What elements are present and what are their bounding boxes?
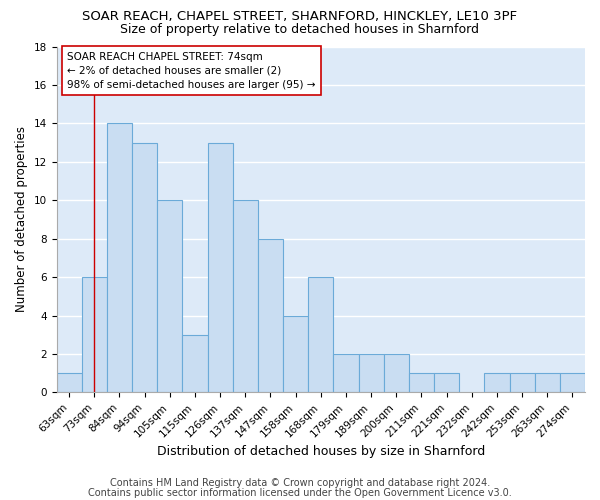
Bar [334, 354, 359, 393]
Bar [484, 373, 509, 392]
Bar [359, 354, 383, 393]
Bar [509, 373, 535, 392]
Bar [56, 373, 82, 392]
Text: SOAR REACH, CHAPEL STREET, SHARNFORD, HINCKLEY, LE10 3PF: SOAR REACH, CHAPEL STREET, SHARNFORD, HI… [82, 10, 518, 23]
Bar [283, 316, 308, 392]
Bar [434, 373, 459, 392]
Bar [82, 277, 107, 392]
Bar [208, 142, 233, 392]
Bar [308, 277, 334, 392]
Bar [107, 124, 132, 392]
Bar [157, 200, 182, 392]
Bar [409, 373, 434, 392]
Text: Contains public sector information licensed under the Open Government Licence v3: Contains public sector information licen… [88, 488, 512, 498]
Bar [182, 334, 208, 392]
Text: Contains HM Land Registry data © Crown copyright and database right 2024.: Contains HM Land Registry data © Crown c… [110, 478, 490, 488]
Y-axis label: Number of detached properties: Number of detached properties [15, 126, 28, 312]
Bar [383, 354, 409, 393]
Text: SOAR REACH CHAPEL STREET: 74sqm
← 2% of detached houses are smaller (2)
98% of s: SOAR REACH CHAPEL STREET: 74sqm ← 2% of … [67, 52, 316, 90]
Bar [258, 238, 283, 392]
X-axis label: Distribution of detached houses by size in Sharnford: Distribution of detached houses by size … [157, 444, 485, 458]
Text: Size of property relative to detached houses in Sharnford: Size of property relative to detached ho… [121, 22, 479, 36]
Bar [535, 373, 560, 392]
Bar [560, 373, 585, 392]
Bar [132, 142, 157, 392]
Bar [233, 200, 258, 392]
